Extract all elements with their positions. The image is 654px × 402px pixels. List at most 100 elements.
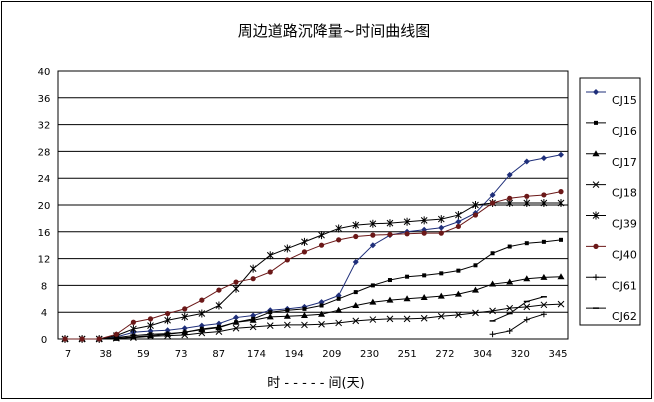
data-point (181, 331, 189, 339)
data-point (422, 273, 427, 278)
data-point (437, 215, 445, 224)
data-point (301, 321, 308, 329)
legend-label: CJ15 (612, 94, 637, 107)
data-point (489, 307, 496, 315)
data-point (215, 328, 223, 335)
series-line (492, 296, 545, 322)
data-point (165, 310, 171, 317)
x-tick-label: 251 (398, 349, 417, 360)
data-point (318, 310, 326, 317)
data-point (455, 211, 462, 220)
legend-item-cj61: CJ61 (586, 274, 637, 292)
legend-item-cj40: CJ40 (586, 243, 637, 261)
series-cj40 (62, 189, 564, 342)
data-point (524, 241, 529, 246)
data-point (318, 242, 325, 248)
data-point (284, 257, 290, 263)
data-point (369, 298, 377, 305)
x-tick-label: 87 (212, 349, 225, 360)
data-point (490, 251, 495, 256)
data-point (489, 191, 496, 198)
data-point (370, 232, 376, 238)
data-point (300, 312, 308, 319)
data-point (386, 315, 394, 323)
legend-label: CJ62 (612, 310, 637, 323)
data-point (437, 292, 445, 299)
data-point (283, 244, 291, 253)
y-axis-ticks: 0 4 8 12 16 20 24 28 32 36 40 (38, 67, 51, 346)
data-point (593, 274, 599, 281)
legend-item-cj62: CJ62 (586, 307, 637, 323)
data-point (472, 201, 479, 209)
data-point (557, 198, 565, 207)
data-point (79, 336, 85, 342)
data-point (523, 303, 531, 311)
data-point (181, 312, 189, 321)
data-point (147, 332, 154, 340)
legend-item-cj16: CJ16 (586, 120, 637, 138)
y-tick-label: 24 (38, 174, 51, 185)
data-point (455, 218, 462, 225)
data-point (199, 297, 205, 303)
data-point (403, 315, 411, 323)
data-point (523, 275, 531, 282)
series-cj39 (61, 198, 565, 343)
data-point (472, 309, 479, 317)
data-point (147, 321, 154, 330)
legend: CJ15 CJ16 CJ17 CJ18 CJ39 CJ40 CJ61 CJ62 (579, 77, 641, 326)
data-point (523, 198, 531, 207)
data-point (130, 334, 137, 342)
data-point (335, 224, 343, 233)
data-point (455, 311, 462, 319)
data-point (335, 306, 343, 313)
legend-label: CJ17 (612, 156, 637, 169)
data-point (301, 237, 308, 246)
x-tick-label: 174 (247, 349, 266, 360)
data-point (540, 155, 547, 162)
data-point (352, 221, 360, 230)
data-point (403, 295, 411, 302)
data-point (540, 273, 548, 280)
data-point (471, 286, 479, 293)
data-point (523, 316, 530, 323)
data-point (266, 313, 274, 320)
data-point (147, 316, 154, 322)
data-point (489, 200, 496, 206)
series-line (65, 191, 562, 340)
data-point (266, 322, 274, 329)
data-point (523, 158, 530, 165)
data-point (592, 211, 600, 220)
data-point (198, 329, 206, 337)
x-tick-label: 320 (511, 349, 530, 360)
data-point (232, 284, 240, 293)
data-point (250, 276, 256, 282)
data-point (438, 230, 444, 236)
y-tick-label: 36 (38, 94, 51, 105)
series-line (65, 154, 562, 340)
data-point (266, 251, 274, 260)
legend-label: CJ16 (612, 125, 637, 138)
x-tick-label: 7 (65, 349, 71, 360)
data-point (438, 224, 445, 231)
data-point (420, 216, 428, 225)
y-tick-label: 20 (38, 201, 51, 212)
data-point (439, 271, 444, 276)
data-point (593, 89, 599, 95)
data-point (559, 237, 563, 242)
data-point (336, 296, 341, 301)
data-point (405, 274, 410, 279)
data-point (233, 279, 239, 285)
data-point (592, 181, 600, 188)
series-cj61 (489, 311, 547, 338)
data-point (506, 304, 514, 312)
data-point (249, 323, 257, 331)
data-point (164, 332, 171, 340)
data-point (506, 278, 514, 285)
data-point (455, 223, 461, 230)
data-point (540, 301, 548, 309)
data-point (352, 317, 360, 325)
data-point (472, 212, 479, 218)
data-point (336, 237, 342, 243)
